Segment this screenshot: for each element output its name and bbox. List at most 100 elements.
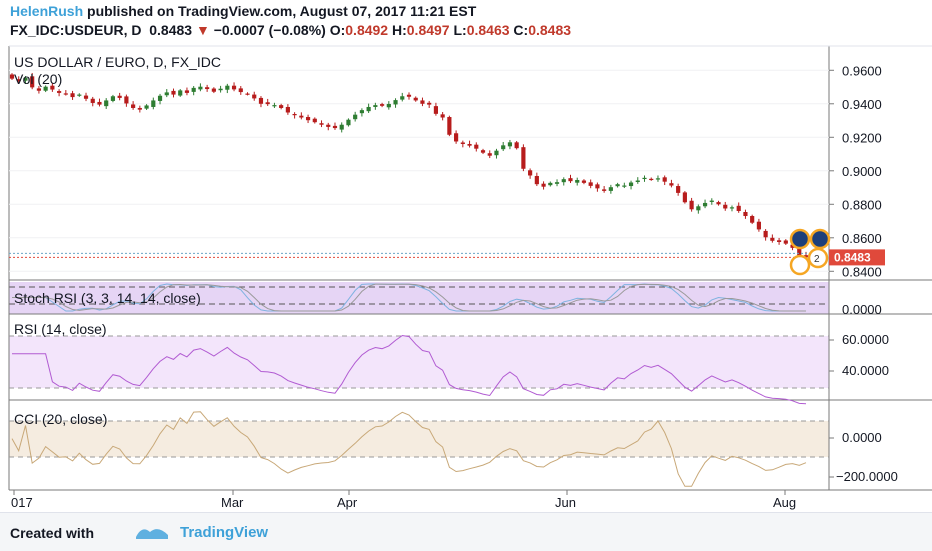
candle (776, 240, 782, 242)
candle (447, 117, 452, 135)
candle (144, 105, 149, 109)
candle (440, 114, 445, 118)
candle (709, 200, 714, 202)
candle (110, 96, 116, 101)
price-tick-label: 0.9600 (842, 63, 882, 78)
candle (305, 117, 311, 121)
candle (602, 189, 607, 191)
cci-tick-label: −200.0000 (836, 469, 898, 484)
x-tick-label: Apr (337, 495, 358, 510)
created-with-text: Created with (10, 525, 95, 541)
cci-label: CCI (20, close) (14, 411, 107, 427)
candle (689, 200, 694, 210)
candle (682, 192, 687, 203)
close-value: 0.8483 (528, 22, 572, 38)
low-value: 0.8463 (466, 22, 510, 38)
cci-band (9, 421, 829, 457)
candle (319, 123, 324, 125)
last-price-tag: 0.8483 (829, 249, 885, 266)
candle (16, 79, 21, 82)
candle (43, 86, 48, 91)
candle (723, 204, 728, 209)
candle (50, 85, 55, 90)
footer: Created with TradingView (0, 512, 932, 551)
candle (615, 184, 620, 187)
tradingview-brand[interactable]: TradingView (180, 524, 269, 541)
candle (359, 110, 364, 114)
economic-events-icon[interactable]: 2 (789, 228, 831, 276)
candle (568, 178, 573, 182)
candle (57, 91, 62, 93)
high-value: 0.8497 (406, 22, 450, 38)
candle (218, 88, 223, 91)
candle (258, 97, 264, 104)
candle (164, 92, 169, 96)
volume-label: Vol (20) (14, 71, 62, 87)
candle (528, 170, 533, 176)
candle (400, 96, 405, 100)
candle (541, 183, 546, 187)
candle (292, 114, 297, 116)
candle (265, 102, 270, 105)
candle (548, 182, 553, 186)
x-tick-label: 017 (11, 495, 33, 510)
candle (252, 94, 257, 99)
candle (635, 180, 640, 183)
candle (655, 178, 661, 180)
candle (178, 90, 183, 96)
candle (413, 97, 418, 101)
open-value: 0.8492 (345, 22, 389, 38)
candle (205, 87, 210, 90)
candle (131, 104, 136, 108)
candle (595, 184, 600, 189)
candle (70, 93, 75, 98)
candle (36, 88, 42, 91)
open-label: O: (329, 22, 346, 38)
last-value: 0.8483 (149, 22, 193, 38)
candle (238, 88, 243, 93)
rsi-tick-label: 60.0000 (842, 332, 889, 347)
candle (588, 182, 593, 186)
rsi-label: RSI (14, close) (14, 321, 107, 337)
stoch-tick-label: 0.0000 (842, 302, 882, 317)
candle (716, 202, 721, 205)
candle (420, 100, 425, 104)
candle (467, 143, 472, 146)
tradingview-logo-icon[interactable] (134, 523, 172, 541)
candle (104, 100, 109, 107)
candle (507, 142, 513, 147)
candle (763, 230, 768, 238)
candle (702, 202, 708, 207)
candle (736, 205, 741, 211)
candle (676, 186, 681, 193)
candle (23, 77, 28, 81)
candle (279, 105, 284, 108)
rsi-line (12, 334, 807, 405)
candle (554, 182, 560, 184)
candle (797, 247, 802, 257)
svg-text:0.8483: 0.8483 (834, 250, 871, 264)
candle (30, 76, 35, 88)
candle (386, 103, 391, 108)
price-tick-label: 0.9200 (842, 130, 882, 145)
cci-line (11, 411, 807, 487)
candle (373, 105, 378, 107)
low-label: L: (453, 22, 467, 38)
candle (184, 90, 190, 93)
candle (622, 185, 627, 187)
candle (474, 144, 479, 149)
candle (756, 221, 761, 230)
author-name[interactable]: HelenRush (10, 3, 84, 19)
chart-area[interactable]: 0.9600 0.9400 0.9200 0.9000 0.8800 0.8600 0.84… (0, 0, 932, 512)
x-tick-label: Mar (221, 495, 244, 510)
candle (729, 207, 735, 209)
candle (454, 133, 459, 142)
candle (393, 100, 398, 105)
published-text: published on TradingView.com, August 07,… (87, 3, 477, 19)
candle (662, 177, 667, 182)
candle (575, 180, 580, 183)
candle (649, 178, 654, 181)
candle (379, 104, 385, 106)
chart-title: US DOLLAR / EURO, D, FX_IDC (14, 54, 221, 70)
candle (480, 150, 486, 153)
